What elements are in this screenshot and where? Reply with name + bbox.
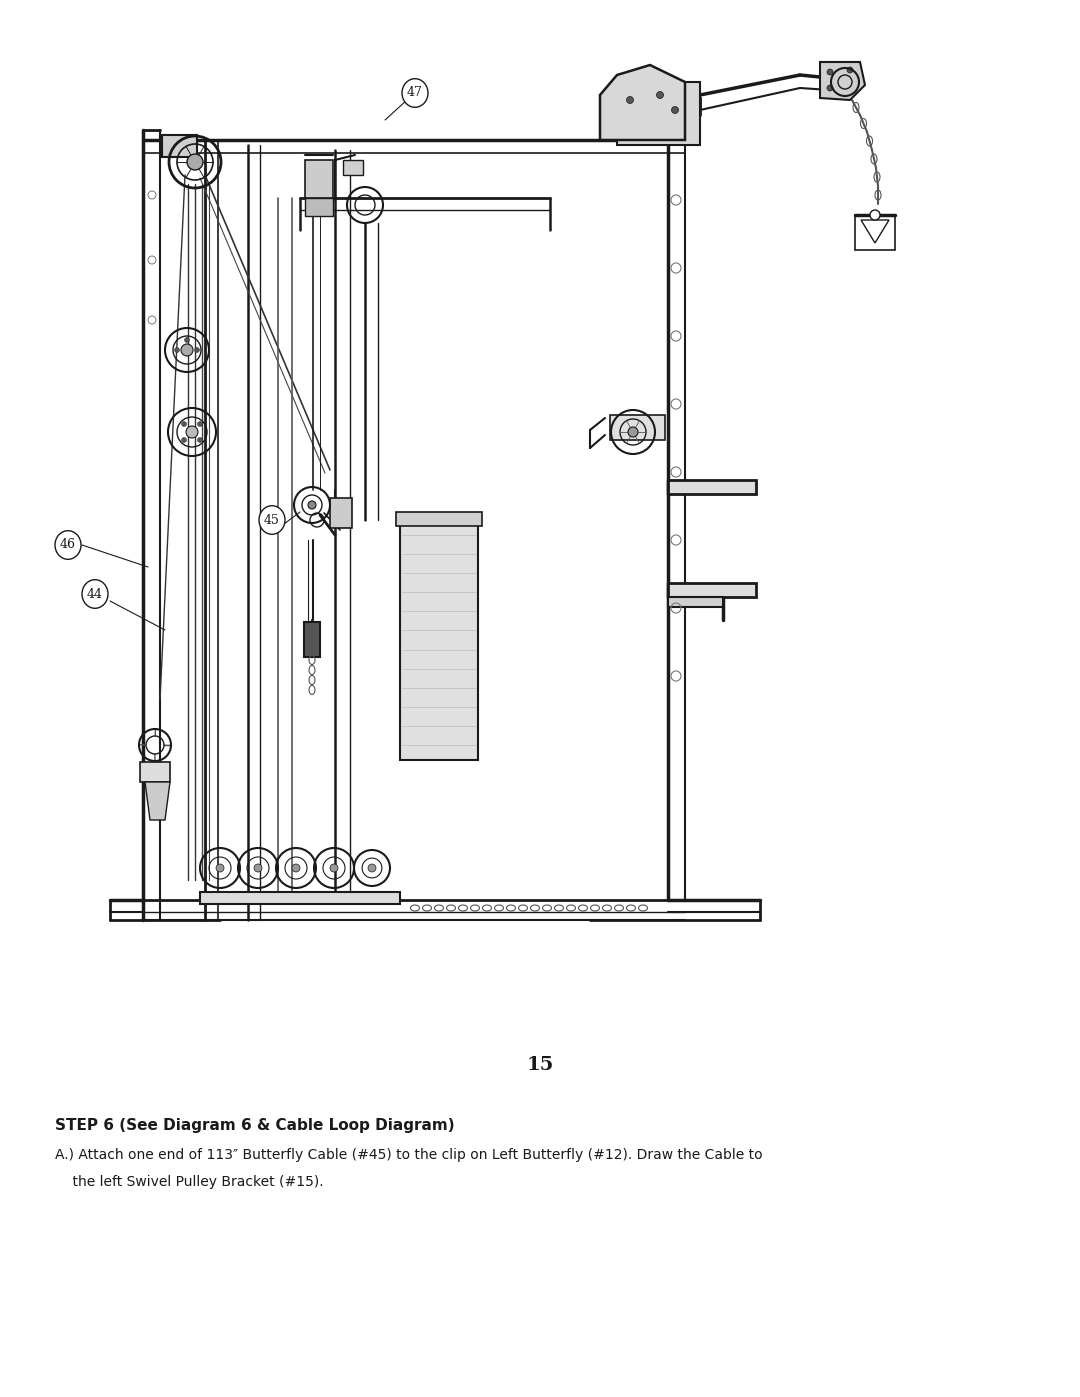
Bar (669, 583, 756, 597)
Bar (162, 136, 197, 156)
Circle shape (181, 344, 193, 356)
Bar (305, 198, 333, 217)
Circle shape (672, 106, 678, 113)
Ellipse shape (55, 531, 81, 559)
Circle shape (186, 426, 198, 439)
Text: A.) Attach one end of 113″ Butterfly Cable (#45) to the clip on Left Butterfly (: A.) Attach one end of 113″ Butterfly Cab… (55, 1148, 762, 1162)
Text: 47: 47 (407, 87, 423, 99)
Bar (200, 893, 400, 904)
Bar (343, 161, 363, 175)
Circle shape (847, 67, 853, 73)
Circle shape (198, 422, 203, 426)
Polygon shape (820, 61, 865, 101)
Circle shape (368, 863, 376, 872)
Bar (400, 520, 478, 760)
Circle shape (657, 91, 663, 99)
Bar (669, 481, 756, 495)
Text: the left Swivel Pulley Bracket (#15).: the left Swivel Pulley Bracket (#15). (55, 1175, 324, 1189)
Bar (305, 161, 333, 198)
Circle shape (216, 863, 224, 872)
Circle shape (185, 338, 189, 342)
Circle shape (198, 437, 203, 443)
Bar (140, 761, 170, 782)
Circle shape (827, 85, 833, 91)
Text: 15: 15 (526, 1056, 554, 1074)
Circle shape (292, 863, 300, 872)
Bar (303, 622, 320, 657)
Bar (610, 415, 665, 440)
Ellipse shape (259, 506, 285, 534)
Circle shape (827, 68, 833, 75)
Text: 44: 44 (87, 588, 103, 601)
Ellipse shape (402, 78, 428, 108)
Ellipse shape (82, 580, 108, 608)
Bar (330, 497, 352, 528)
Circle shape (330, 863, 338, 872)
Circle shape (187, 154, 203, 170)
Circle shape (254, 863, 262, 872)
Circle shape (175, 348, 179, 352)
Polygon shape (145, 782, 170, 820)
Bar (669, 597, 723, 608)
Polygon shape (600, 66, 685, 140)
Circle shape (308, 502, 316, 509)
Circle shape (181, 437, 187, 443)
Polygon shape (617, 82, 700, 145)
Circle shape (194, 348, 200, 352)
Circle shape (870, 210, 880, 219)
Circle shape (627, 427, 638, 437)
Text: STEP 6 (See Diagram 6 & Cable Loop Diagram): STEP 6 (See Diagram 6 & Cable Loop Diagr… (55, 1118, 455, 1133)
Text: 46: 46 (60, 538, 76, 552)
Text: 45: 45 (265, 514, 280, 527)
Circle shape (626, 96, 634, 103)
Bar (396, 511, 482, 527)
Circle shape (181, 422, 187, 426)
